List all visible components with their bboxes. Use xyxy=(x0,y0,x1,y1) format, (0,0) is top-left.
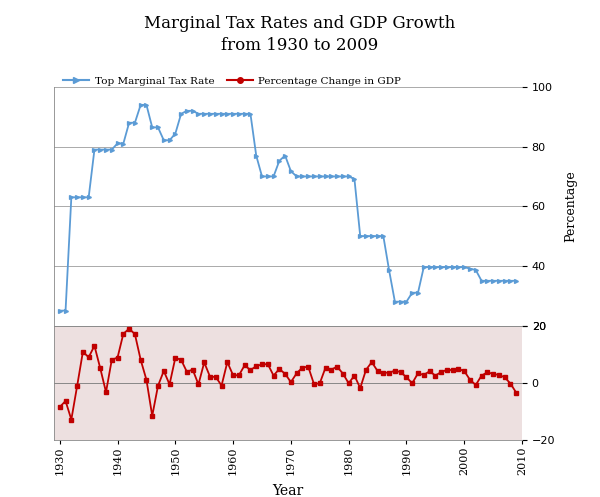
Legend: Top Marginal Tax Rate, Percentage Change in GDP: Top Marginal Tax Rate, Percentage Change… xyxy=(59,72,405,90)
Y-axis label: Percentage: Percentage xyxy=(564,170,577,242)
X-axis label: Year: Year xyxy=(272,484,304,497)
Text: Marginal Tax Rates and GDP Growth
from 1930 to 2009: Marginal Tax Rates and GDP Growth from 1… xyxy=(145,15,455,54)
